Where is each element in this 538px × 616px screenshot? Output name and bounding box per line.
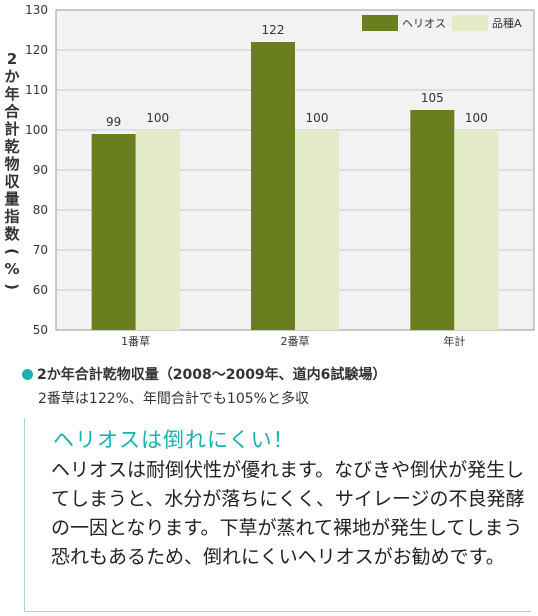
legend-swatch	[452, 15, 488, 31]
caption-subtitle: 2番草は122%、年間合計でも105%と多収	[38, 391, 309, 407]
chart-caption: 2か年合計乾物収量（2008〜2009年、道内6試験場） 2番草は122%、年間…	[22, 364, 522, 408]
y-axis-label-char: 年	[4, 85, 19, 103]
y-tick-label: 130	[25, 3, 48, 17]
y-tick-label: 120	[25, 43, 48, 57]
y-axis-label-char: 合	[3, 103, 20, 121]
caption-title: 2か年合計乾物収量（2008〜2009年、道内6試験場）	[37, 367, 387, 383]
feature-body: ヘリオスは耐倒伏性が優れます。なびきや倒伏が発生してしまうと、水分が落ちにくく、…	[51, 459, 525, 568]
y-tick-label: 90	[33, 163, 48, 177]
feature-heading: ヘリオスは倒れにくい！	[53, 428, 295, 452]
data-label: 100	[146, 111, 169, 125]
y-axis-label-char: 物	[4, 155, 19, 173]
x-tick-label: 1番草	[121, 335, 150, 348]
y-axis-label-char: 量	[4, 190, 19, 208]
y-axis-label-char: (	[3, 248, 21, 255]
bar-chart: 50 60 70 80 90 100 110 120 130 99 100 1番草 122 100 2番草 1…	[3, 3, 535, 348]
x-tick-label: 年計	[443, 334, 465, 348]
y-axis-label-char: 計	[4, 120, 19, 138]
data-label: 100	[306, 111, 329, 125]
data-label: 105	[421, 91, 444, 105]
x-tick-label: 2番草	[281, 335, 310, 348]
y-tick-label: 80	[33, 203, 48, 217]
y-axis-label-char: )	[3, 283, 21, 290]
y-axis-label-char: %	[4, 260, 19, 278]
bar	[135, 130, 180, 330]
bar	[251, 42, 295, 330]
legend-label: 品種A	[492, 16, 522, 30]
bar	[454, 130, 499, 330]
data-label: 99	[106, 115, 121, 129]
bar	[91, 134, 136, 330]
data-label: 122	[262, 23, 285, 37]
y-axis-label-char: 収	[4, 173, 20, 191]
data-label: 100	[465, 111, 488, 125]
y-axis-label-char: 乾	[4, 138, 19, 156]
feature-box: ヘリオスは倒れにくい！ ヘリオスは耐倒伏性が優れます。なびきや倒伏が発生してしま…	[24, 418, 531, 612]
y-tick-label: 70	[33, 243, 48, 257]
y-tick-label: 50	[33, 323, 48, 337]
bar	[410, 110, 455, 330]
y-axis-label-char: か	[4, 68, 19, 86]
legend-swatch	[362, 15, 398, 31]
y-axis-label-char: 2	[7, 50, 17, 68]
y-tick-label: 100	[25, 123, 48, 137]
bullet-icon	[22, 368, 33, 380]
y-axis-label-char: 数	[4, 225, 20, 243]
y-axis-label-char: 指	[4, 208, 19, 226]
legend-label: ヘリオス	[402, 17, 446, 30]
y-tick-label: 60	[33, 283, 48, 297]
y-tick-label: 110	[25, 83, 48, 97]
bar	[295, 130, 339, 330]
